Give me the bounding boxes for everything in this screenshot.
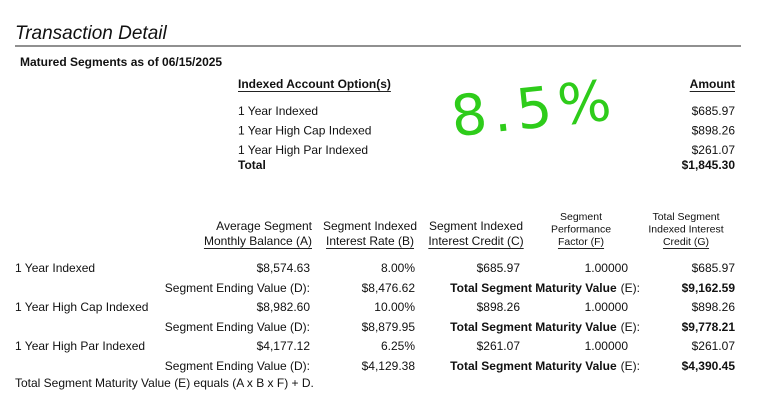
total-amount: $1,845.30: [682, 158, 736, 172]
maturity-value: $4,390.45: [682, 359, 736, 373]
segment-name: 1 Year High Cap Indexed: [15, 300, 148, 314]
column-header: Segment Indexed: [429, 219, 523, 233]
maturity-label-main: Total Segment Maturity Value: [450, 320, 617, 334]
rate: 10.00%: [374, 300, 415, 314]
option-name: 1 Year High Par Indexed: [238, 143, 368, 157]
total-credit: $685.97: [692, 261, 736, 275]
maturity-value: $9,778.21: [682, 320, 736, 334]
ending-value: $8,879.95: [362, 320, 416, 334]
option-name: 1 Year High Cap Indexed: [238, 124, 371, 138]
column-header: Total Segment: [652, 211, 719, 223]
maturity-label-main: Total Segment Maturity Value: [450, 359, 617, 373]
column-header: Factor (F): [558, 236, 604, 248]
maturity-label-suffix: (E):: [621, 281, 640, 295]
ending-value: $4,129.38: [362, 359, 416, 373]
subtitle: Matured Segments as of 06/15/2025: [20, 55, 222, 69]
title: Transaction Detail: [15, 23, 167, 44]
rate: 8.00%: [381, 261, 415, 275]
column-header: Average Segment: [216, 219, 313, 233]
maturity-value: $9,162.59: [682, 281, 736, 295]
column-header: Performance: [551, 224, 611, 236]
ending-label: Segment Ending Value (D):: [165, 359, 310, 373]
footnote: Total Segment Maturity Value (E) equals …: [15, 376, 314, 390]
option-amount: $261.07: [692, 143, 736, 157]
credit: $898.26: [477, 300, 521, 314]
segment-name: 1 Year High Par Indexed: [15, 339, 145, 353]
balance: $8,574.63: [257, 261, 311, 275]
total-label: Total: [238, 158, 266, 172]
credit: $685.97: [477, 261, 521, 275]
maturity-label: Total Segment Maturity Value (E):: [450, 281, 640, 295]
summary-header: Indexed Account Option(s): [238, 77, 391, 91]
column-header: Segment: [560, 211, 602, 223]
maturity-label-suffix: (E):: [621, 359, 640, 373]
maturity-label: Total Segment Maturity Value (E):: [450, 359, 640, 373]
column-header: Interest Credit (C): [428, 234, 523, 248]
column-header: Segment Indexed: [323, 219, 417, 233]
summary-header: Amount: [690, 77, 735, 91]
factor: 1.00000: [585, 300, 629, 314]
factor: 1.00000: [585, 261, 629, 275]
ending-label: Segment Ending Value (D):: [165, 281, 310, 295]
option-amount: $685.97: [692, 104, 736, 118]
column-header: Monthly Balance (A): [204, 234, 312, 248]
balance: $4,177.12: [257, 339, 311, 353]
total-credit: $898.26: [692, 300, 736, 314]
factor: 1.00000: [585, 339, 629, 353]
rate: 6.25%: [381, 339, 415, 353]
ending-value: $8,476.62: [362, 281, 416, 295]
credit: $261.07: [477, 339, 521, 353]
column-header: Indexed Interest: [648, 224, 723, 236]
column-header: Credit (G): [663, 236, 709, 248]
option-amount: $898.26: [692, 124, 736, 138]
maturity-label-suffix: (E):: [621, 320, 640, 334]
total-credit: $261.07: [692, 339, 736, 353]
option-name: 1 Year Indexed: [238, 104, 318, 118]
maturity-label-main: Total Segment Maturity Value: [450, 281, 617, 295]
segment-name: 1 Year Indexed: [15, 261, 95, 275]
ending-label: Segment Ending Value (D):: [165, 320, 310, 334]
balance: $8,982.60: [257, 300, 311, 314]
handwritten-note: 8.5%: [448, 68, 620, 150]
column-header: Interest Rate (B): [326, 234, 414, 248]
maturity-label: Total Segment Maturity Value (E):: [450, 320, 640, 334]
